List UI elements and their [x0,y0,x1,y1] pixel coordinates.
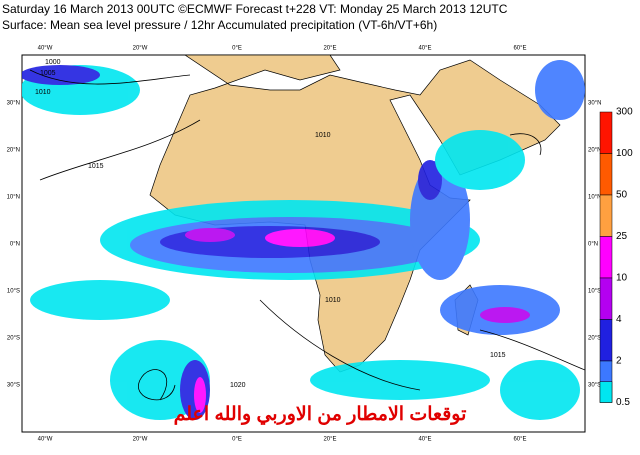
longitude-label: 20°W [133,437,148,443]
legend-swatch [599,194,613,237]
legend-swatch [599,111,613,154]
isobar-label: 1010 [35,89,51,96]
latitude-label: 10°N [588,195,601,201]
legend-label: 10 [616,273,628,284]
legend-label: 2 [616,356,622,367]
longitude-label: 40°E [418,437,431,443]
latitude-label: 30°S [7,383,20,389]
longitude-label: 0°E [232,437,242,443]
isobar-label: 1000 [45,59,61,66]
latitude-label: 20°S [7,336,20,342]
longitude-label: 60°E [513,46,526,52]
isobar-label: 1015 [88,163,104,170]
latitude-label: 30°N [7,101,20,107]
latitude-label: 20°S [588,336,601,342]
isobar-label: 1010 [325,297,341,304]
longitude-label: 40°W [38,46,53,52]
map-area: 1000 1005 1010 1015 1020 1010 1015 1010 [21,54,586,433]
legend-label: 0.5 [616,397,630,408]
header-line: Saturday 16 March 2013 00UTC ©ECMWF Fore… [2,2,508,16]
legend-label: 100 [616,148,633,159]
isobar-lines [29,69,585,401]
legend-label: 50 [616,190,628,201]
latitude-label: 10°S [7,289,20,295]
legend-swatch [599,277,613,320]
longitude-label: 40°E [418,46,431,52]
map-content: 1000 1005 1010 1015 1020 1010 1015 1010 [22,55,585,420]
latitude-label: 0°N [588,242,598,248]
legend-swatch [599,153,613,196]
legend-label: 25 [616,231,628,242]
overlay-text: توقعات الامطار من الاوربي والله اعلم [174,404,467,426]
isobar-label: 1020 [230,382,246,389]
longitude-label: 40°W [38,437,53,443]
latitude-label: 10°N [7,195,20,201]
latitude-label: 30°N [588,101,601,107]
latitude-label: 10°S [588,289,601,295]
longitude-label: 60°E [513,437,526,443]
legend-swatch [599,319,613,362]
latitude-label: 20°N [588,148,601,154]
longitude-label: 20°E [323,437,336,443]
header-line: Surface: Mean sea level pressure / 12hr … [2,18,437,32]
latitude-label: 30°S [588,383,601,389]
legend-label: 300 [616,107,633,118]
longitude-label: 0°E [232,46,242,52]
longitude-label: 20°E [323,46,336,52]
legend-label: 4 [616,314,622,325]
legend-swatch [599,236,613,279]
longitude-label: 20°W [133,46,148,52]
isobar-label: 1005 [40,70,56,77]
latitude-label: 0°N [10,242,20,248]
legend-swatch [599,381,613,403]
latitude-label: 20°N [7,148,20,154]
precipitation [22,60,585,420]
isobar-label: 1010 [315,132,331,139]
isobar-label: 1015 [490,352,506,359]
